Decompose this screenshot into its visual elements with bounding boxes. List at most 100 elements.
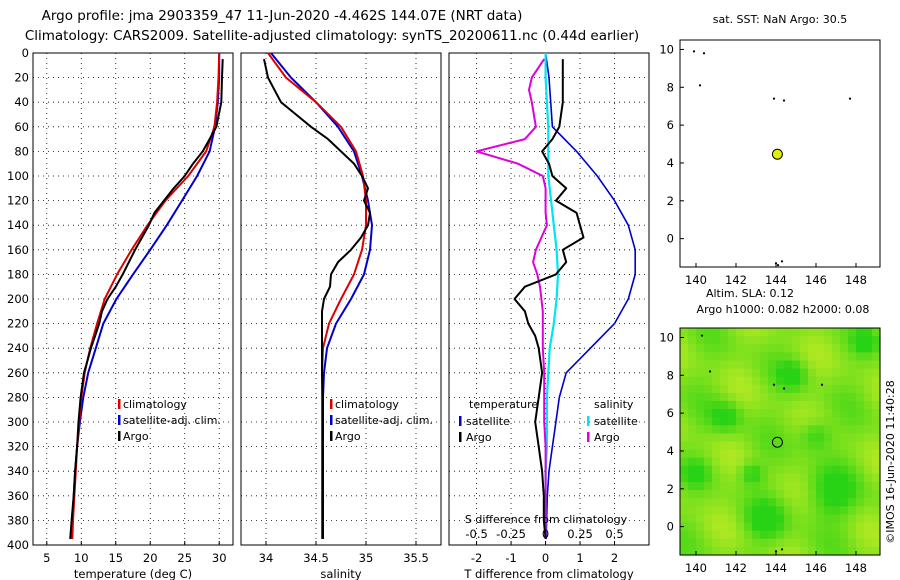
- sla-heatmap-cell: [848, 409, 857, 418]
- figure-title-line1: Argo profile: jma 2903359_47 11-Jun-2020…: [42, 8, 523, 24]
- map-title-sla-line1: Altim. SLA: 0.12: [706, 287, 794, 300]
- sla-heatmap-cell: [760, 546, 769, 556]
- sla-heatmap-cell: [832, 433, 841, 443]
- sla-heatmap-cell: [776, 344, 785, 353]
- sla-heatmap-cell: [816, 417, 825, 426]
- sla-heatmap-cell: [768, 546, 777, 556]
- map-y-tick-label-sst_map: 6: [667, 118, 674, 132]
- sla-heatmap-cell: [736, 449, 745, 459]
- sla-heatmap-cell: [832, 482, 841, 491]
- sla-heatmap-cell: [744, 530, 753, 540]
- sla-heatmap-cell: [832, 400, 841, 410]
- sla-heatmap-cell: [792, 360, 801, 370]
- sla-heatmap-cell: [832, 417, 841, 426]
- sla-heatmap-cell: [808, 368, 817, 378]
- sla-heatmap-cell: [848, 376, 857, 386]
- sla-heatmap-cell: [776, 449, 785, 459]
- sla-heatmap-cell: [736, 498, 745, 507]
- sla-heatmap-cell: [840, 409, 849, 418]
- sla-heatmap-cell: [680, 522, 689, 532]
- sla-heatmap-cell: [800, 498, 809, 507]
- sla-heatmap-cell: [832, 530, 841, 540]
- sla-heatmap-cell: [824, 425, 833, 434]
- sla-heatmap-cell: [872, 482, 881, 491]
- y-tick-label-depth: 280: [7, 390, 29, 404]
- sla-heatmap-cell: [856, 368, 865, 378]
- sla-heatmap-cell: [792, 384, 801, 394]
- sla-heatmap-cell: [736, 506, 745, 516]
- sla-heatmap-cell: [872, 522, 881, 532]
- y-tick-label-depth: 260: [7, 366, 29, 380]
- legend-swatch-salinity: [330, 399, 333, 409]
- y-tick-label-depth: 200: [7, 292, 29, 306]
- sla-heatmap-cell: [856, 546, 865, 556]
- sla-heatmap-cell: [736, 352, 745, 362]
- sla-heatmap-cell: [696, 514, 705, 524]
- sla-heatmap-cell: [696, 425, 705, 434]
- sla-heatmap-cell: [704, 344, 713, 353]
- sla-heatmap-cell: [688, 482, 697, 491]
- sla-heatmap-cell: [816, 522, 825, 532]
- sla-heatmap-cell: [800, 546, 809, 556]
- sla-heatmap-cell: [696, 433, 705, 443]
- sla-heatmap-cell: [688, 425, 697, 434]
- sla-heatmap-cell: [864, 352, 873, 362]
- map-coastline-dot-sst_map: [702, 52, 706, 55]
- sla-heatmap-cell: [752, 473, 761, 483]
- sla-heatmap-cell: [720, 498, 729, 507]
- sla-heatmap-cell: [696, 400, 705, 410]
- sla-heatmap-cell: [816, 441, 825, 451]
- sla-heatmap-cell: [696, 473, 705, 483]
- sla-heatmap-cell: [752, 530, 761, 540]
- sla-heatmap-cell: [720, 360, 729, 370]
- sla-heatmap-cell: [736, 514, 745, 524]
- sla-heatmap-cell: [816, 376, 825, 386]
- sla-heatmap-cell: [808, 392, 817, 402]
- map-y-tick-label-sla_map: 2: [667, 482, 674, 496]
- sla-heatmap-cell: [736, 482, 745, 491]
- y-tick-label-depth: 220: [7, 317, 29, 331]
- sla-heatmap-cell: [840, 482, 849, 491]
- sla-heatmap-cell: [792, 514, 801, 524]
- y-tick-label-depth: 80: [14, 144, 29, 158]
- sla-heatmap-cell: [824, 441, 833, 451]
- sla-heatmap-cell: [712, 490, 721, 499]
- sla-heatmap-cell: [792, 546, 801, 556]
- sla-heatmap-cell: [824, 514, 833, 524]
- sla-heatmap-cell: [856, 344, 865, 353]
- sla-heatmap-cell: [808, 530, 817, 540]
- sla-heatmap-cell: [848, 457, 857, 467]
- sla-heatmap-cell: [800, 384, 809, 394]
- sla-heatmap-cell: [832, 441, 841, 451]
- map-y-tick-label-sla_map: 0: [667, 520, 674, 534]
- sla-heatmap-cell: [776, 409, 785, 418]
- legend-header-salinity: salinity: [594, 398, 634, 411]
- sla-heatmap-cell: [832, 425, 841, 434]
- sla-heatmap-cell: [728, 482, 737, 491]
- sla-heatmap-cell: [760, 457, 769, 467]
- sla-heatmap-cell: [856, 360, 865, 370]
- sla-heatmap-cell: [696, 441, 705, 451]
- sla-heatmap-cell: [688, 506, 697, 516]
- legend-label-salinity: climatology: [335, 398, 399, 411]
- sla-heatmap-cell: [736, 409, 745, 418]
- sla-heatmap-cell: [768, 514, 777, 524]
- x-tick-label-temperature: 10: [74, 551, 89, 565]
- diff-series-t-satellite: [544, 52, 637, 539]
- sla-heatmap-cell: [840, 473, 849, 483]
- sla-heatmap-cell: [872, 433, 881, 443]
- sla-heatmap-cell: [808, 449, 817, 459]
- sla-heatmap-cell: [840, 400, 849, 410]
- sla-heatmap-cell: [736, 417, 745, 426]
- sla-heatmap-cell: [744, 514, 753, 524]
- sla-heatmap-cell: [856, 449, 865, 459]
- legend-label-temperature: climatology: [123, 398, 187, 411]
- sla-heatmap-cell: [728, 433, 737, 443]
- map-coastline-dot-sla_map: [774, 550, 778, 553]
- sla-heatmap-cell: [824, 465, 833, 475]
- sla-heatmap-cell: [808, 473, 817, 483]
- sla-heatmap-cell: [832, 376, 841, 386]
- sla-heatmap-cell: [864, 514, 873, 524]
- sla-heatmap-cell: [872, 425, 881, 434]
- sla-heatmap-cell: [768, 392, 777, 402]
